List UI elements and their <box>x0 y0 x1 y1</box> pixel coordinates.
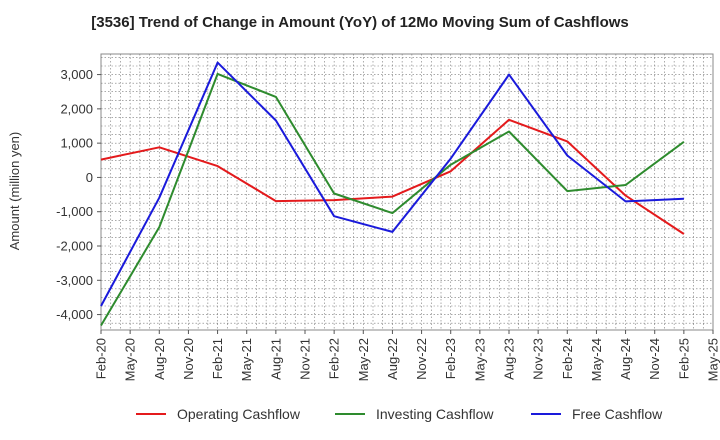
x-tick-label: Nov-24 <box>647 338 662 380</box>
y-tick-label: -4,000 <box>56 307 93 322</box>
legend-label: Operating Cashflow <box>177 406 301 422</box>
x-tick-label: Nov-22 <box>414 338 429 380</box>
operating-cashflow-line <box>100 118 685 235</box>
x-tick-label: May-21 <box>239 338 254 381</box>
y-tick-label: -2,000 <box>56 239 93 254</box>
x-tick-label: Nov-23 <box>531 338 546 380</box>
grid-lines <box>100 53 714 331</box>
legend: Operating Cashflow Investing Cashflow Free… <box>136 406 663 422</box>
x-axis: Feb-20 May-20 Aug-20 Nov-20 Feb-21 May-21 Aug-… <box>94 330 720 381</box>
y-tick-label: 0 <box>86 170 93 185</box>
x-tick-label: May-23 <box>472 338 487 381</box>
y-axis-label: Amount (million yen) <box>7 132 22 251</box>
legend-label: Free Cashflow <box>572 406 663 422</box>
x-tick-label: Feb-24 <box>560 338 575 379</box>
y-tick-label: 2,000 <box>60 101 93 116</box>
x-tick-label: Aug-24 <box>618 338 633 380</box>
legend-label: Investing Cashflow <box>376 406 494 422</box>
x-tick-label: Aug-22 <box>385 338 400 380</box>
x-tick-label: Feb-21 <box>210 338 225 379</box>
y-axis: -4,000 -3,000 -2,000 -1,000 0 1,000 2,000 3,000 <box>56 67 101 322</box>
chart-title: [3536] Trend of Change in Amount (YoY) o… <box>91 14 629 31</box>
y-tick-label: -3,000 <box>56 273 93 288</box>
plot-frame <box>100 53 714 331</box>
x-tick-label: May-24 <box>589 338 604 381</box>
x-tick-label: Aug-20 <box>152 338 167 380</box>
x-tick-label: Feb-25 <box>676 338 691 379</box>
x-tick-label: Feb-22 <box>327 338 342 379</box>
x-tick-label: Feb-20 <box>94 338 109 379</box>
x-tick-label: Feb-23 <box>443 338 458 379</box>
x-tick-label: Nov-21 <box>298 338 313 380</box>
investing-cashflow-line <box>100 72 685 327</box>
y-tick-label: 1,000 <box>60 136 93 151</box>
x-tick-label: May-20 <box>123 338 138 381</box>
x-tick-label: May-25 <box>706 338 720 381</box>
x-tick-label: Aug-23 <box>502 338 517 380</box>
y-tick-label: 3,000 <box>60 67 93 82</box>
y-tick-label: -1,000 <box>56 204 93 219</box>
free-cashflow-line <box>100 61 684 307</box>
x-tick-label: May-22 <box>356 338 371 381</box>
series-lines <box>100 61 685 327</box>
x-tick-label: Aug-21 <box>268 338 283 380</box>
x-tick-label: Nov-20 <box>181 338 196 380</box>
